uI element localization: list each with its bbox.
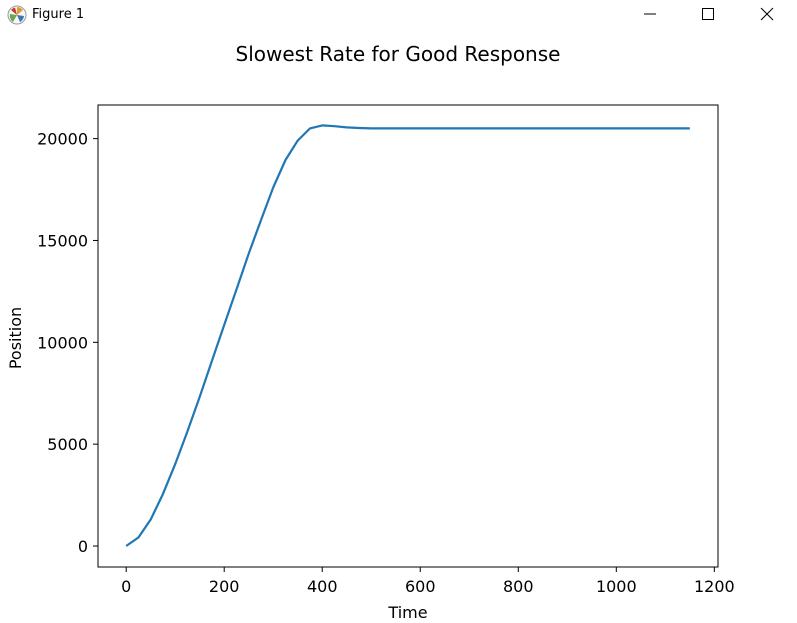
x-tick-label: 200	[209, 577, 240, 596]
close-button[interactable]	[739, 0, 797, 30]
axes-frame	[97, 104, 719, 568]
matplotlib-logo-icon	[7, 5, 27, 25]
maximize-button[interactable]	[680, 0, 738, 30]
maximize-icon	[702, 8, 714, 20]
x-tick-label: 800	[503, 577, 534, 596]
close-icon	[760, 7, 774, 21]
minimize-icon	[644, 13, 656, 15]
window-title: Figure 1	[32, 7, 85, 22]
chart-title: Slowest Rate for Good Response	[236, 42, 561, 66]
series-line	[125, 124, 690, 547]
x-tick-label: 400	[307, 577, 338, 596]
y-tick-label: 5000	[47, 435, 88, 454]
window-titlebar: Figure 1	[0, 0, 797, 30]
y-axis-label: Position	[6, 307, 25, 369]
y-tick-label: 10000	[37, 333, 88, 352]
y-tick-label: 0	[78, 537, 88, 556]
x-tick-label: 1200	[694, 577, 735, 596]
x-axis-label: Time	[387, 603, 427, 622]
x-tick-label: 600	[405, 577, 436, 596]
axis-ticks: 0 200 400 600 800 1000 1200 0 5000 10000 15000 2000…	[37, 130, 735, 596]
x-tick-label: 0	[121, 577, 131, 596]
x-tick-label: 1000	[596, 577, 637, 596]
y-tick-label: 15000	[37, 231, 88, 250]
y-tick-label: 20000	[37, 130, 88, 149]
minimize-button[interactable]	[622, 0, 680, 30]
